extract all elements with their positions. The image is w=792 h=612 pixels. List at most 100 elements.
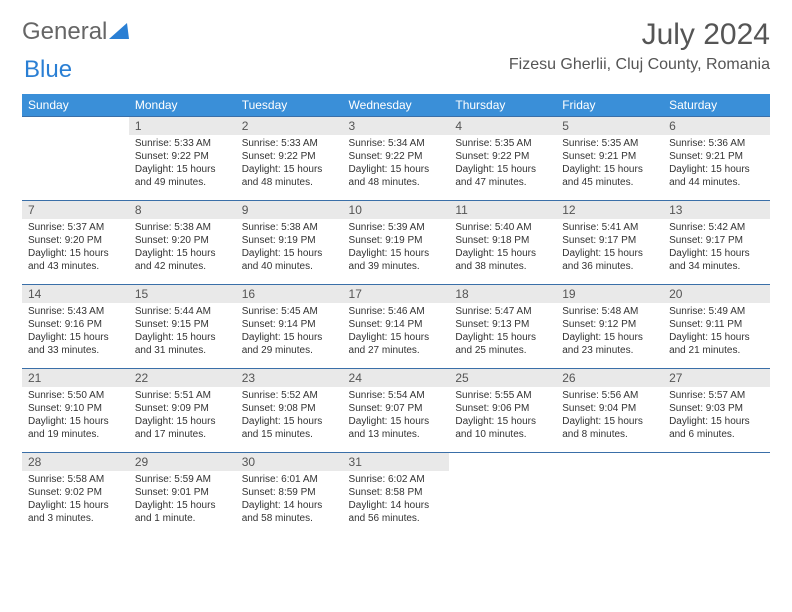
day-cell: 24 Sunrise: 5:54 AMSunset: 9:07 PMDayligh…	[343, 369, 450, 453]
logo-text-2: Blue	[24, 56, 72, 83]
day-cell: 19Sunrise: 5:48 AMSunset: 9:12 PMDayligh…	[556, 285, 663, 369]
day-header: Saturday	[663, 94, 770, 117]
day-details: Sunrise: 5:39 AMSunset: 9:19 PMDaylight:…	[349, 221, 444, 273]
day-header: Sunday	[22, 94, 129, 117]
day-cell	[22, 117, 129, 201]
day-cell: 25 Sunrise: 5:55 AMSunset: 9:06 PMDayligh…	[449, 369, 556, 453]
day-number: 7	[22, 201, 129, 219]
day-details: Sunrise: 5:48 AMSunset: 9:12 PMDaylight:…	[562, 305, 657, 357]
day-details: Sunrise: 5:52 AMSunset: 9:08 PMDaylight:…	[242, 389, 337, 441]
day-cell: 18 Sunrise: 5:47 AMSunset: 9:13 PMDayligh…	[449, 285, 556, 369]
logo-triangle-icon	[109, 21, 129, 39]
day-details: Sunrise: 5:49 AMSunset: 9:11 PMDaylight:…	[669, 305, 764, 357]
day-details: Sunrise: 5:36 AMSunset: 9:21 PMDaylight:…	[669, 137, 764, 189]
day-details: Sunrise: 5:58 AMSunset: 9:02 PMDaylight:…	[28, 473, 123, 525]
day-cell: 15 Sunrise: 5:44 AMSunset: 9:15 PMDayligh…	[129, 285, 236, 369]
day-cell: 16Sunrise: 5:45 AMSunset: 9:14 PMDayligh…	[236, 285, 343, 369]
day-cell: 23 Sunrise: 5:52 AMSunset: 9:08 PMDayligh…	[236, 369, 343, 453]
day-details: Sunrise: 5:40 AMSunset: 9:18 PMDaylight:…	[455, 221, 550, 273]
day-number: 3	[343, 117, 450, 135]
day-details: Sunrise: 5:55 AMSunset: 9:06 PMDaylight:…	[455, 389, 550, 441]
day-cell: 20 Sunrise: 5:49 AMSunset: 9:11 PMDayligh…	[663, 285, 770, 369]
day-header: Monday	[129, 94, 236, 117]
day-details: Sunrise: 5:44 AMSunset: 9:15 PMDaylight:…	[135, 305, 230, 357]
day-header: Friday	[556, 94, 663, 117]
day-number: 26	[556, 369, 663, 387]
day-details: Sunrise: 5:33 AMSunset: 9:22 PMDaylight:…	[242, 137, 337, 189]
day-number: 30	[236, 453, 343, 471]
day-cell: 11 Sunrise: 5:40 AMSunset: 9:18 PMDayligh…	[449, 201, 556, 285]
day-header: Wednesday	[343, 94, 450, 117]
day-number: 22	[129, 369, 236, 387]
day-number: 24	[343, 369, 450, 387]
day-number: 12	[556, 201, 663, 219]
day-details: Sunrise: 5:43 AMSunset: 9:16 PMDaylight:…	[28, 305, 123, 357]
day-number: 25	[449, 369, 556, 387]
day-number: 6	[663, 117, 770, 135]
day-number: 29	[129, 453, 236, 471]
day-details: Sunrise: 5:45 AMSunset: 9:14 PMDaylight:…	[242, 305, 337, 357]
day-number: 27	[663, 369, 770, 387]
day-details: Sunrise: 5:59 AMSunset: 9:01 PMDaylight:…	[135, 473, 230, 525]
calendar-table: SundayMondayTuesdayWednesdayThursdayFrid…	[22, 94, 770, 537]
week-row: 7 Sunrise: 5:37 AMSunset: 9:20 PMDaylight…	[22, 201, 770, 285]
day-cell: 5Sunrise: 5:35 AMSunset: 9:21 PMDaylight…	[556, 117, 663, 201]
week-row: 1 Sunrise: 5:33 AMSunset: 9:22 PMDaylight…	[22, 117, 770, 201]
week-row: 14 Sunrise: 5:43 AMSunset: 9:16 PMDayligh…	[22, 285, 770, 369]
day-cell	[556, 453, 663, 537]
day-cell: 13Sunrise: 5:42 AMSunset: 9:17 PMDayligh…	[663, 201, 770, 285]
day-number: 23	[236, 369, 343, 387]
day-details: Sunrise: 5:47 AMSunset: 9:13 PMDaylight:…	[455, 305, 550, 357]
location: Fizesu Gherlii, Cluj County, Romania	[509, 56, 770, 74]
day-details: Sunrise: 5:34 AMSunset: 9:22 PMDaylight:…	[349, 137, 444, 189]
day-cell: 7 Sunrise: 5:37 AMSunset: 9:20 PMDaylight…	[22, 201, 129, 285]
day-number: 31	[343, 453, 450, 471]
day-cell: 10 Sunrise: 5:39 AMSunset: 9:19 PMDayligh…	[343, 201, 450, 285]
week-row: 21 Sunrise: 5:50 AMSunset: 9:10 PMDayligh…	[22, 369, 770, 453]
day-details: Sunrise: 5:37 AMSunset: 9:20 PMDaylight:…	[28, 221, 123, 273]
day-cell: 30 Sunrise: 6:01 AMSunset: 8:59 PMDayligh…	[236, 453, 343, 537]
day-number: 14	[22, 285, 129, 303]
day-details: Sunrise: 5:38 AMSunset: 9:20 PMDaylight:…	[135, 221, 230, 273]
day-number: 11	[449, 201, 556, 219]
calendar-body: 1 Sunrise: 5:33 AMSunset: 9:22 PMDaylight…	[22, 117, 770, 537]
day-header: Tuesday	[236, 94, 343, 117]
day-details: Sunrise: 6:02 AMSunset: 8:58 PMDaylight:…	[349, 473, 444, 525]
day-details: Sunrise: 5:33 AMSunset: 9:22 PMDaylight:…	[135, 137, 230, 189]
day-cell: 8Sunrise: 5:38 AMSunset: 9:20 PMDaylight…	[129, 201, 236, 285]
day-number: 10	[343, 201, 450, 219]
title-block: July 2024 Fizesu Gherlii, Cluj County, R…	[509, 18, 770, 74]
week-row: 28 Sunrise: 5:58 AMSunset: 9:02 PMDayligh…	[22, 453, 770, 537]
day-details: Sunrise: 5:54 AMSunset: 9:07 PMDaylight:…	[349, 389, 444, 441]
day-cell: 27 Sunrise: 5:57 AMSunset: 9:03 PMDayligh…	[663, 369, 770, 453]
day-details: Sunrise: 5:57 AMSunset: 9:03 PMDaylight:…	[669, 389, 764, 441]
day-number: 21	[22, 369, 129, 387]
logo-text-1: General	[22, 18, 107, 46]
day-number: 15	[129, 285, 236, 303]
day-cell: 12Sunrise: 5:41 AMSunset: 9:17 PMDayligh…	[556, 201, 663, 285]
logo: General	[22, 18, 129, 46]
day-number: 4	[449, 117, 556, 135]
day-number: 5	[556, 117, 663, 135]
day-header: Thursday	[449, 94, 556, 117]
day-details: Sunrise: 5:35 AMSunset: 9:22 PMDaylight:…	[455, 137, 550, 189]
day-details: Sunrise: 5:50 AMSunset: 9:10 PMDaylight:…	[28, 389, 123, 441]
day-cell: 28 Sunrise: 5:58 AMSunset: 9:02 PMDayligh…	[22, 453, 129, 537]
day-number: 20	[663, 285, 770, 303]
day-details: Sunrise: 6:01 AMSunset: 8:59 PMDaylight:…	[242, 473, 337, 525]
month-title: July 2024	[509, 18, 770, 52]
day-cell: 9Sunrise: 5:38 AMSunset: 9:19 PMDaylight…	[236, 201, 343, 285]
day-cell: 21 Sunrise: 5:50 AMSunset: 9:10 PMDayligh…	[22, 369, 129, 453]
day-number: 28	[22, 453, 129, 471]
day-header-row: SundayMondayTuesdayWednesdayThursdayFrid…	[22, 94, 770, 117]
day-cell: 29 Sunrise: 5:59 AMSunset: 9:01 PMDayligh…	[129, 453, 236, 537]
day-cell: 31 Sunrise: 6:02 AMSunset: 8:58 PMDayligh…	[343, 453, 450, 537]
day-cell: 2Sunrise: 5:33 AMSunset: 9:22 PMDaylight…	[236, 117, 343, 201]
day-number: 17	[343, 285, 450, 303]
day-details: Sunrise: 5:56 AMSunset: 9:04 PMDaylight:…	[562, 389, 657, 441]
day-details: Sunrise: 5:46 AMSunset: 9:14 PMDaylight:…	[349, 305, 444, 357]
day-cell: 3 Sunrise: 5:34 AMSunset: 9:22 PMDaylight…	[343, 117, 450, 201]
day-number: 18	[449, 285, 556, 303]
day-cell: 4 Sunrise: 5:35 AMSunset: 9:22 PMDaylight…	[449, 117, 556, 201]
day-number: 1	[129, 117, 236, 135]
